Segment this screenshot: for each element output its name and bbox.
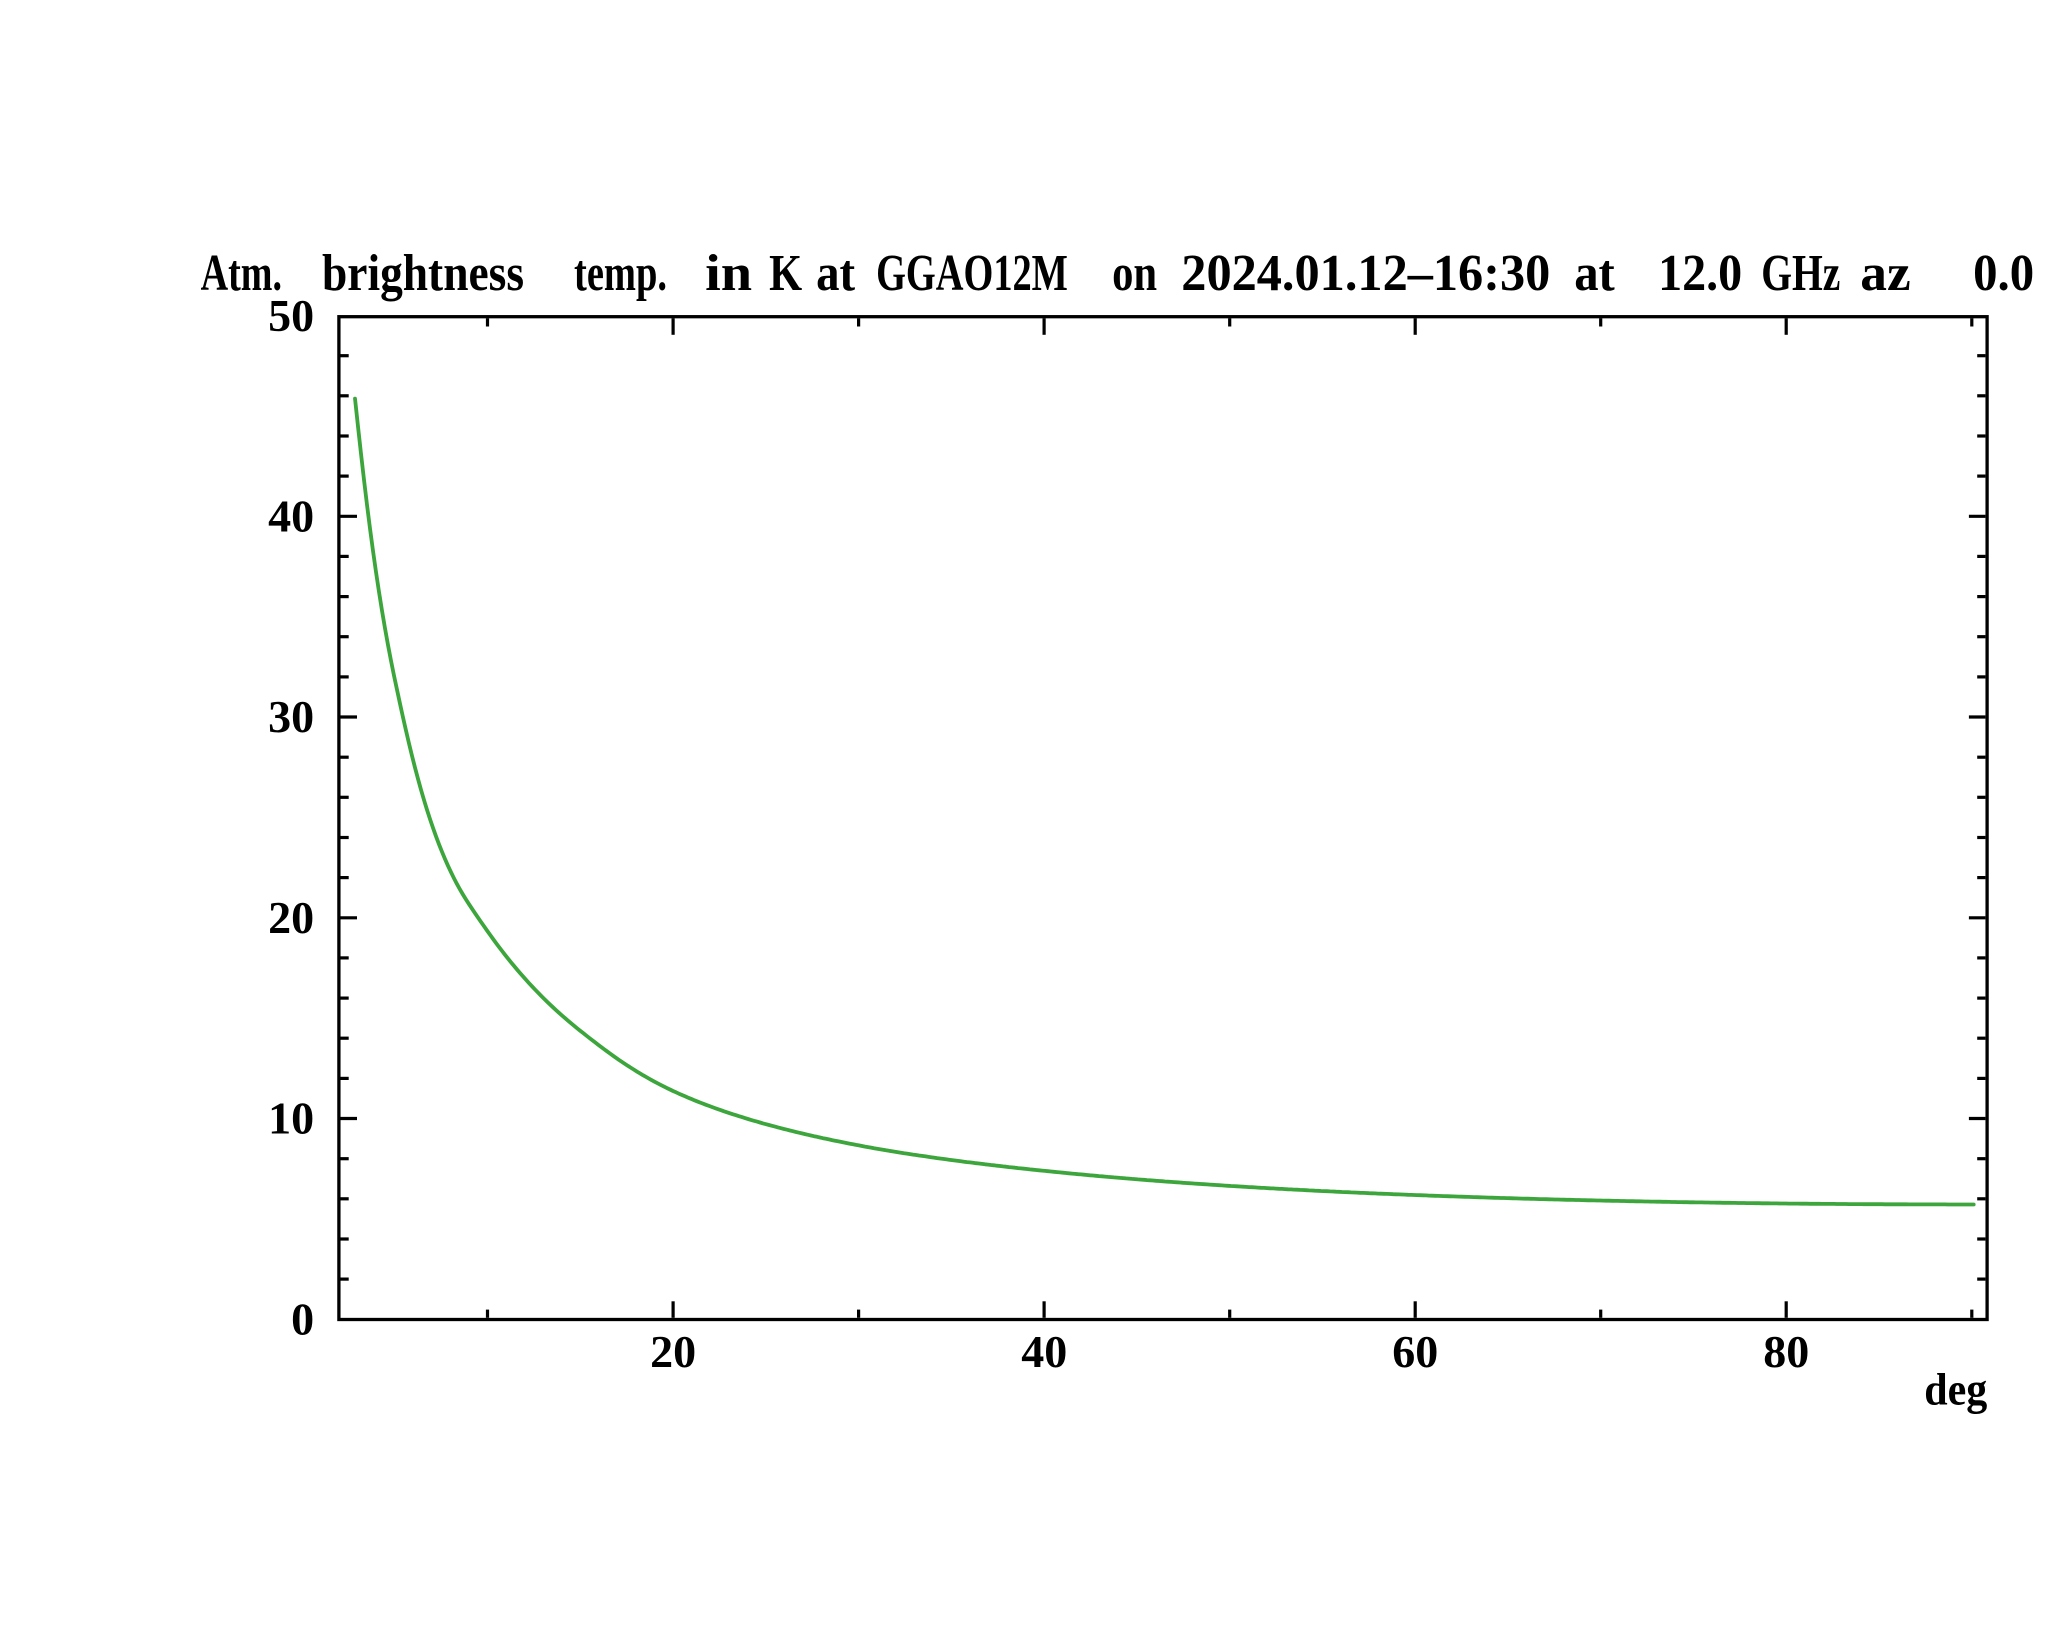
svg-text:40: 40 (1021, 1326, 1067, 1377)
svg-text:K: K (769, 245, 802, 302)
svg-text:2024.01.12–16:30: 2024.01.12–16:30 (1181, 245, 1550, 302)
svg-text:at: at (816, 245, 856, 302)
svg-text:30: 30 (268, 691, 314, 742)
svg-text:20: 20 (268, 892, 314, 943)
svg-text:GGAO12M: GGAO12M (876, 245, 1068, 302)
svg-text:80: 80 (1763, 1326, 1809, 1377)
svg-text:50: 50 (268, 290, 314, 341)
svg-text:in: in (705, 245, 752, 302)
svg-text:brightness: brightness (322, 245, 524, 302)
svg-text:az: az (1860, 245, 1910, 302)
svg-text:Atm.: Atm. (201, 245, 282, 302)
svg-text:on: on (1112, 245, 1157, 302)
svg-text:temp.: temp. (574, 245, 667, 302)
svg-text:20: 20 (650, 1326, 696, 1377)
svg-text:0: 0 (291, 1293, 314, 1344)
svg-text:12.0: 12.0 (1658, 245, 1742, 302)
svg-text:deg: deg (1924, 1363, 1987, 1414)
svg-text:60: 60 (1392, 1326, 1438, 1377)
svg-text:GHz: GHz (1761, 245, 1840, 302)
svg-text:40: 40 (268, 490, 314, 541)
svg-text:10: 10 (268, 1093, 314, 1144)
svg-text:at: at (1574, 245, 1615, 302)
svg-text:0.0: 0.0 (1973, 245, 2034, 302)
